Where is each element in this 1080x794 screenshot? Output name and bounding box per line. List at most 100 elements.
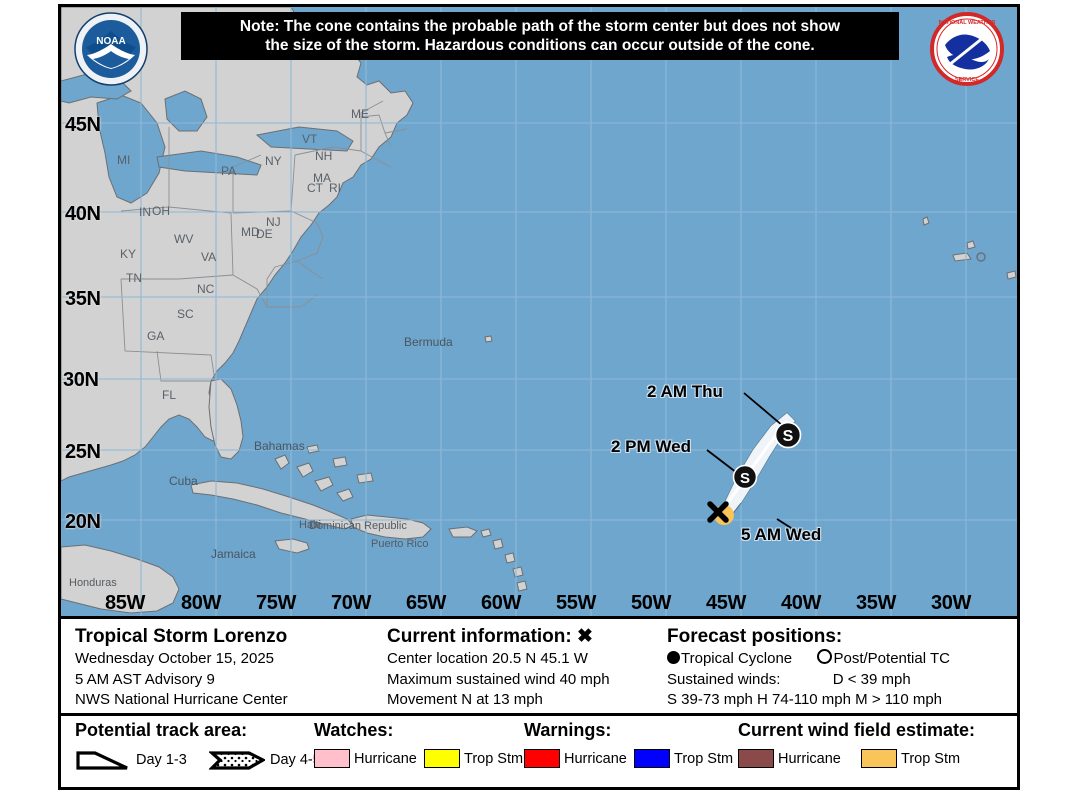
current-info-title: Current information: ✖ <box>387 625 661 648</box>
state-label-nh: NH <box>315 149 333 163</box>
tropical-cyclone-label: Tropical Cyclone <box>681 650 793 667</box>
lat-label-35n: 35N <box>65 288 101 310</box>
state-label-mi: MI <box>117 153 131 167</box>
forecast-positions-column: Forecast positions: Tropical Cyclone Pos… <box>661 619 1017 713</box>
nws-logo: NATIONAL WEATHER SERVICE <box>929 11 1005 87</box>
legend-warnings-title: Warnings: <box>524 720 612 740</box>
map-canvas: S S <box>61 7 1017 616</box>
lon-label-45w: 45W <box>706 592 746 614</box>
x-marker-icon: ✖ <box>577 626 593 647</box>
tropical-cyclone-icon <box>667 651 680 664</box>
post-potential-tc-label: Post/Potential TC <box>833 650 950 667</box>
legend-item-watch-tropstm[interactable]: Trop Stm <box>424 749 523 768</box>
legend-item-windfield-tropstm[interactable]: Trop Stm <box>861 749 960 768</box>
lon-label-60w: 60W <box>481 592 521 614</box>
legend-item-watch-hurricane[interactable]: Hurricane <box>314 749 417 768</box>
watch-tropstm-swatch <box>424 749 460 768</box>
legend-item-day13[interactable]: Day 1-3 <box>75 749 187 771</box>
legend-windfield-title: Current wind field estimate: <box>738 720 976 740</box>
cone-day45-icon <box>209 751 265 770</box>
cone-disclaimer-note: Note: The cone contains the probable pat… <box>181 12 899 60</box>
current-info-column: Current information: ✖ Center location 2… <box>381 619 661 713</box>
forecast-marker-2pm-wed: S <box>732 464 758 490</box>
current-position-x <box>707 501 729 523</box>
central-america <box>61 544 180 614</box>
lon-label-80w: 80W <box>181 592 221 614</box>
bermuda-island <box>484 335 493 343</box>
note-line-1: Note: The cone contains the probable pat… <box>239 18 841 35</box>
jamaica <box>274 538 310 554</box>
state-label-ct: CT <box>307 181 323 195</box>
geo-label-haiti: Haiti <box>299 519 322 531</box>
graticule <box>61 7 1017 616</box>
windfield-hurricane-label: Hurricane <box>778 750 841 767</box>
forecast-positions-title: Forecast positions: <box>667 626 843 647</box>
state-label-nj: NJ <box>266 215 281 229</box>
current-center-location: Center location 20.5 N 45.1 W <box>387 650 588 667</box>
lake-ontario <box>255 126 354 152</box>
lat-label-25n: 25N <box>65 441 101 463</box>
forecast-symbol-row: Tropical Cyclone Post/Potential TC <box>667 649 1017 670</box>
svg-text:S: S <box>740 470 750 487</box>
state-label-sc: SC <box>177 307 194 321</box>
legend-items-row: Day 1-3 Day 4-5 <box>61 746 1017 780</box>
legend-item-day45[interactable]: Day 4-5 <box>209 749 321 771</box>
svg-text:S: S <box>783 428 794 445</box>
svg-text:SERVICE: SERVICE <box>955 77 979 83</box>
state-label-ky: KY <box>120 247 137 261</box>
legend-item-windfield-hurricane[interactable]: Hurricane <box>738 749 841 768</box>
forecast-label-2am-thu: 2 AM Thu <box>647 382 723 401</box>
state-label-md: MD <box>241 225 260 239</box>
forecast-label-5am-wed: 5 AM Wed <box>741 525 822 544</box>
current-max-wind: Maximum sustained wind 40 mph <box>387 670 610 688</box>
forecast-label-2pm-wed: 2 PM Wed <box>611 437 691 456</box>
sustained-winds-label: Sustained winds: <box>667 670 781 688</box>
legend-track-title: Potential track area: <box>75 720 248 740</box>
legend-item-warning-tropstm[interactable]: Trop Stm <box>634 749 733 768</box>
lat-label-45n: 45N <box>65 114 101 136</box>
noaa-logo-text: NOAA <box>96 36 125 47</box>
landmasses <box>61 7 1017 614</box>
state-label-pa: PA <box>221 164 237 178</box>
legend-day45-label: Day 4-5 <box>270 752 321 768</box>
legend-item-warning-hurricane[interactable]: Hurricane <box>524 749 627 768</box>
state-label-ga: GA <box>147 329 165 343</box>
bahamas-islands <box>274 444 374 502</box>
watch-hurricane-swatch <box>314 749 350 768</box>
post-potential-tc-icon <box>816 649 832 664</box>
lat-label-40n: 40N <box>65 203 101 225</box>
geo-label-bahamas: Bahamas <box>254 439 305 453</box>
watch-hurricane-label: Hurricane <box>354 750 417 767</box>
state-label-tn: TN <box>126 271 142 285</box>
cuba <box>190 480 354 530</box>
state-label-fl: FL <box>162 388 177 402</box>
state-label-in: IN <box>139 205 151 219</box>
wind-scale-row: S 39-73 mph H 74-110 mph M > 110 mph <box>667 691 943 708</box>
lon-label-30w: 30W <box>931 592 971 614</box>
geo-label-cuba: Cuba <box>169 474 198 488</box>
geo-label-puerto-rico: Puerto Rico <box>371 538 429 550</box>
lon-label-40w: 40W <box>781 592 821 614</box>
note-line-2: the size of the storm. Hazardous conditi… <box>265 37 815 54</box>
storm-info-column: Tropical Storm Lorenzo Wednesday October… <box>61 619 381 713</box>
lake-huron <box>164 90 208 132</box>
nws-logo-text: NATIONAL WEATHER <box>939 20 996 26</box>
storm-name: Tropical Storm Lorenzo <box>75 626 288 647</box>
forecast-map[interactable]: S S 45N 40N 35N 30N 25N 20N 85W 80W 75W … <box>61 7 1017 619</box>
geo-label-jamaica: Jamaica <box>211 547 256 561</box>
current-movement: Movement N at 13 mph <box>387 691 543 708</box>
state-label-oh: OH <box>152 204 170 218</box>
lat-label-20n: 20N <box>65 511 101 533</box>
windfield-tropstm-label: Trop Stm <box>901 750 961 767</box>
legend-panel: Potential track area: Watches: Warnings:… <box>61 716 1017 787</box>
legend-day13-label: Day 1-3 <box>136 752 187 768</box>
cone-day13-icon <box>76 751 128 770</box>
lat-label-30n: 30N <box>63 369 99 391</box>
warning-tropstm-swatch <box>634 749 670 768</box>
warning-hurricane-swatch <box>524 749 560 768</box>
warning-hurricane-label: Hurricane <box>564 750 627 767</box>
lon-label-50w: 50W <box>631 592 671 614</box>
lon-label-35w: 35W <box>856 592 896 614</box>
storm-advisory: 5 AM AST Advisory 9 <box>75 670 215 688</box>
